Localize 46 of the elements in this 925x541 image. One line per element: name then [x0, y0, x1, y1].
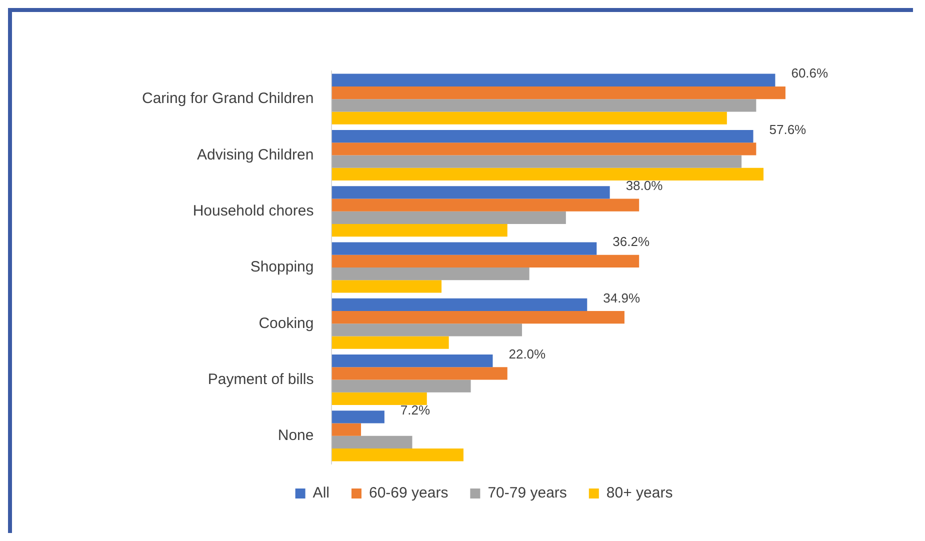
bar [332, 99, 756, 112]
bar [332, 436, 412, 449]
bar [332, 168, 764, 180]
bar [332, 268, 530, 280]
data-label: 7.2% [400, 402, 431, 418]
bar [332, 367, 508, 380]
bar [332, 410, 384, 424]
bar [332, 254, 640, 268]
bar [332, 423, 362, 436]
legend-label: 60-69 years [368, 484, 448, 502]
bar [332, 242, 597, 255]
y-tick-label: Household chores [192, 202, 314, 220]
bar [332, 130, 754, 143]
y-tick-label: Caring for Grand Children [142, 90, 314, 108]
data-label: 60.6% [791, 66, 829, 81]
data-label: 36.2% [612, 234, 650, 250]
data-label: 34.9% [603, 290, 640, 306]
bar [332, 311, 624, 324]
bar [332, 211, 566, 224]
bar [332, 224, 508, 237]
data-label: 57.6% [769, 122, 807, 137]
bar [332, 392, 427, 406]
bar [332, 142, 756, 156]
bar [332, 298, 588, 312]
y-tick-label: Cooking [258, 314, 314, 332]
bar [332, 155, 742, 168]
bar [332, 186, 610, 199]
bar [332, 380, 471, 392]
bar [332, 448, 464, 462]
y-tick-label: Shopping [250, 258, 314, 276]
bar [332, 198, 640, 212]
bar [332, 354, 493, 368]
bar [332, 336, 449, 349]
bar [332, 86, 786, 100]
bar [332, 74, 776, 86]
bar [332, 280, 442, 293]
bar [332, 112, 727, 124]
data-label: 38.0% [626, 178, 664, 193]
y-tick-label: None [278, 427, 314, 444]
bar [332, 324, 522, 336]
legend-label: 80+ years [606, 484, 673, 502]
legend-label: All [312, 484, 330, 502]
data-label: 22.0% [508, 346, 546, 362]
y-tick-label: Payment of bills [208, 370, 314, 388]
y-tick-label: Advising Children [197, 146, 314, 164]
legend-label: 70-79 years [488, 484, 567, 502]
